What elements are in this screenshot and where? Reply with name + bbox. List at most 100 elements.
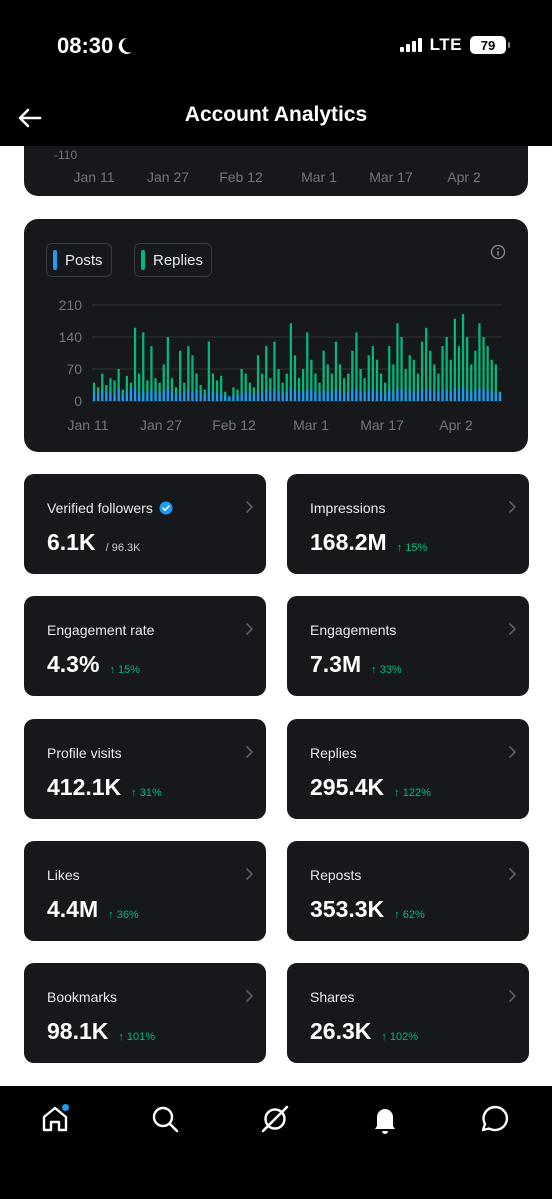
posts-bar [129, 390, 133, 401]
metric-label-text: Replies [310, 745, 357, 761]
posts-bar [441, 390, 444, 401]
posts-bar [121, 394, 124, 401]
x-tick-label: Apr 2 [439, 417, 473, 433]
replies-bar [466, 337, 469, 401]
legend-replies[interactable]: Replies [134, 243, 213, 277]
metric-card-engagement-rate[interactable]: Engagement rate 4.3% ↑ 15% [24, 596, 266, 696]
replies-bar [232, 387, 235, 401]
legend-posts[interactable]: Posts [46, 243, 112, 277]
y-tick-label: 140 [59, 329, 83, 345]
metric-card-likes[interactable]: Likes 4.4M ↑ 36% [24, 841, 266, 941]
replies-bar [314, 373, 317, 401]
metric-value: 295.4K [310, 774, 385, 800]
posts-bar [109, 390, 112, 401]
metric-card-replies[interactable]: Replies 295.4K ↑ 122% [287, 719, 529, 819]
posts-replies-chart-card[interactable]: Posts Replies 210 140 70 0 Jan 11 Jan 27 Feb 1… [24, 219, 528, 452]
posts-bar [482, 389, 485, 401]
signal-icon [399, 38, 422, 52]
posts-bar [355, 388, 358, 401]
replies-bar [92, 382, 96, 401]
posts-bar [478, 388, 481, 401]
replies-bar [191, 355, 194, 401]
posts-bar [244, 391, 247, 401]
replies-bar [392, 364, 395, 401]
posts-bar [306, 389, 309, 401]
notifications-icon[interactable] [368, 1102, 402, 1136]
analytics-content[interactable]: -110 Jan 11 Jan 27 Feb 12 Mar 1 Mar 17 A… [0, 146, 552, 1086]
battery-icon: 79 [470, 36, 510, 54]
x-tick-label: Apr 2 [447, 169, 481, 185]
chevron-right-icon [509, 990, 516, 1002]
home-icon[interactable] [38, 1102, 72, 1136]
messages-icon[interactable] [478, 1102, 512, 1136]
metric-change: ↑ 36% [108, 909, 139, 921]
metric-card-shares[interactable]: Shares 26.3K ↑ 102% [287, 963, 529, 1063]
metric-label: Engagement rate [47, 622, 154, 638]
replies-bar [453, 318, 456, 401]
replies-bar [293, 355, 297, 401]
y-tick-label: 70 [66, 361, 82, 377]
followers-chart-card[interactable]: -110 Jan 11 Jan 27 Feb 12 Mar 1 Mar 17 A… [24, 146, 528, 196]
metric-card-profile-visits[interactable]: Profile visits 412.1K ↑ 31% [24, 719, 266, 819]
replies-bar [179, 350, 182, 401]
replies-bar [326, 364, 329, 401]
posts-bar [392, 390, 395, 401]
replies-bar [273, 341, 276, 401]
replies-bar [162, 364, 165, 401]
posts-bar [433, 390, 436, 401]
posts-bar [154, 391, 157, 401]
posts-bar [97, 394, 100, 401]
header: Account Analytics [0, 90, 552, 146]
replies-bar [211, 373, 215, 401]
replies-bar [322, 350, 325, 401]
replies-bar [457, 346, 461, 401]
chevron-right-icon [246, 746, 253, 758]
metric-change: ↑ 122% [394, 787, 431, 799]
replies-bar [256, 355, 260, 401]
grok-icon[interactable] [258, 1102, 292, 1136]
replies-bar [240, 369, 243, 401]
metric-value: 4.4M [47, 896, 99, 922]
replies-bar [125, 375, 128, 401]
posts-bar [404, 391, 407, 401]
replies-bar [437, 373, 440, 401]
replies-bar [343, 378, 346, 401]
posts-bar [224, 395, 227, 401]
replies-bar [252, 387, 256, 401]
posts-bar [326, 390, 329, 401]
metric-card-reposts[interactable]: Reposts 353.3K ↑ 62% [287, 841, 529, 941]
legend-replies-label: Replies [153, 251, 204, 269]
posts-bar [490, 390, 493, 401]
chevron-right-icon [509, 501, 516, 513]
posts-bar [179, 390, 182, 401]
x-tick-label: Feb 12 [212, 417, 256, 433]
replies-bar [338, 364, 342, 401]
replies-bar [351, 350, 354, 401]
posts-bar [498, 392, 502, 401]
metric-card-impressions[interactable]: Impressions 168.2M ↑ 15% [287, 474, 529, 574]
metric-card-bookmarks[interactable]: Bookmarks 98.1K ↑ 101% [24, 963, 266, 1063]
replies-bar [195, 373, 198, 401]
info-icon[interactable] [490, 244, 506, 260]
chevron-right-icon [509, 868, 516, 880]
metric-card-verified-followers[interactable]: Verified followers 6.1K / 96.3K [24, 474, 266, 574]
metric-value: 26.3K [310, 1018, 372, 1044]
metric-label: Bookmarks [47, 989, 117, 1005]
posts-bar [232, 394, 235, 401]
search-icon[interactable] [148, 1102, 182, 1136]
metric-value: 412.1K [47, 774, 122, 800]
posts-bar [105, 392, 108, 401]
metric-label: Likes [47, 867, 80, 883]
metric-card-engagements[interactable]: Engagements 7.3M ↑ 33% [287, 596, 529, 696]
replies-bar [220, 375, 223, 401]
posts-bar [494, 391, 497, 401]
back-arrow-icon[interactable] [14, 102, 46, 134]
posts-bar [142, 390, 145, 401]
posts-bar [150, 389, 153, 401]
status-time-text: 08:30 [57, 33, 114, 58]
posts-bar [203, 394, 206, 401]
x-tick-label: Mar 17 [360, 417, 404, 433]
replies-bar [215, 380, 219, 401]
posts-bar [261, 392, 264, 401]
metric-total: / 96.3K [105, 542, 141, 554]
